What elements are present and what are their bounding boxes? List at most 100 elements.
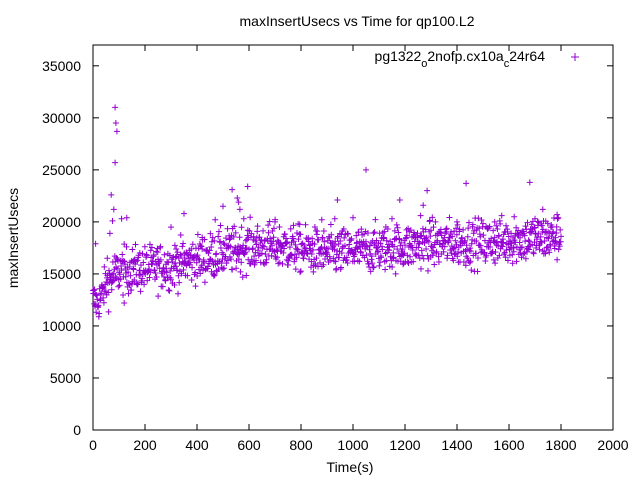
data-point: [302, 221, 309, 228]
data-point: [503, 246, 510, 253]
data-point: [409, 247, 416, 254]
data-point: [157, 256, 164, 263]
data-point: [276, 224, 283, 231]
data-point: [235, 199, 242, 206]
data-point: [344, 260, 351, 267]
data-point: [199, 234, 206, 241]
data-point: [279, 260, 286, 267]
data-point: [550, 228, 557, 235]
data-point: [106, 230, 113, 237]
data-point: [528, 221, 535, 228]
data-point: [358, 226, 365, 233]
data-point: [300, 255, 307, 262]
data-point: [139, 275, 146, 282]
data-point: [134, 281, 141, 288]
data-point: [171, 242, 178, 249]
data-point: [554, 211, 561, 218]
data-point: [553, 230, 560, 237]
data-point: [267, 235, 274, 242]
data-point: [378, 254, 385, 261]
data-point: [237, 268, 244, 275]
data-point: [340, 226, 347, 233]
data-point: [290, 222, 297, 229]
y-axis: 0 5000 10000 15000 20000 25000 30000 35000: [42, 58, 613, 438]
data-point: [465, 225, 472, 232]
data-point: [425, 267, 432, 274]
data-point: [515, 227, 522, 234]
x-tick-label: 1600: [493, 437, 524, 453]
data-point: [155, 293, 162, 300]
data-point: [305, 238, 312, 245]
data-point: [210, 272, 217, 279]
data-point: [509, 260, 516, 267]
data-point: [144, 277, 151, 284]
data-point: [521, 232, 528, 239]
data-point: [517, 234, 524, 241]
data-point: [115, 283, 122, 290]
data-point: [480, 232, 487, 239]
data-point: [253, 257, 260, 264]
data-point: [243, 272, 250, 279]
data-point: [126, 263, 133, 270]
data-point: [151, 266, 158, 273]
data-point: [205, 263, 212, 270]
data-point: [270, 234, 277, 241]
data-point: [100, 294, 107, 301]
data-point: [558, 233, 564, 240]
data-point: [462, 237, 469, 244]
data-point: [232, 229, 239, 236]
data-point: [109, 217, 116, 224]
data-point: [310, 268, 317, 275]
data-point: [249, 258, 256, 265]
data-point: [137, 288, 144, 295]
data-point: [463, 180, 470, 187]
data-point: [293, 245, 300, 252]
y-tick-label: 20000: [42, 214, 81, 230]
data-point: [244, 183, 251, 190]
data-point: [366, 242, 373, 249]
data-points: [90, 104, 564, 320]
y-tick-label: 5000: [50, 370, 81, 386]
data-point: [383, 257, 390, 264]
x-axis-label: Time(s): [327, 459, 374, 475]
data-point: [152, 270, 159, 277]
data-point: [471, 227, 478, 234]
data-point: [440, 248, 447, 255]
data-point: [215, 228, 222, 235]
data-point: [105, 267, 112, 274]
data-point: [227, 235, 234, 242]
data-point: [467, 245, 474, 252]
data-point: [168, 276, 174, 283]
data-point: [405, 225, 412, 232]
data-point: [193, 259, 200, 266]
data-point: [163, 269, 170, 276]
data-point: [240, 242, 247, 249]
data-point: [545, 235, 552, 242]
data-point: [517, 244, 524, 251]
data-point: [229, 186, 236, 193]
data-point: [136, 267, 143, 274]
data-point: [293, 254, 300, 261]
data-point: [274, 254, 281, 261]
x-tick-label: 800: [289, 437, 313, 453]
data-point: [480, 220, 486, 227]
data-point: [535, 230, 542, 237]
data-point: [255, 244, 262, 251]
data-point: [448, 228, 455, 235]
data-point: [555, 214, 562, 221]
data-point: [407, 253, 414, 260]
data-point: [166, 287, 173, 294]
data-point: [327, 221, 334, 228]
data-point: [389, 263, 396, 270]
data-point: [112, 104, 119, 111]
data-point: [412, 252, 419, 259]
data-point: [258, 250, 265, 257]
data-point: [370, 264, 377, 271]
data-point: [132, 241, 139, 248]
data-point: [353, 232, 360, 239]
data-point: [96, 310, 103, 317]
data-point: [233, 265, 240, 272]
data-point: [435, 253, 442, 260]
data-point: [141, 243, 148, 250]
data-point: [112, 159, 119, 166]
